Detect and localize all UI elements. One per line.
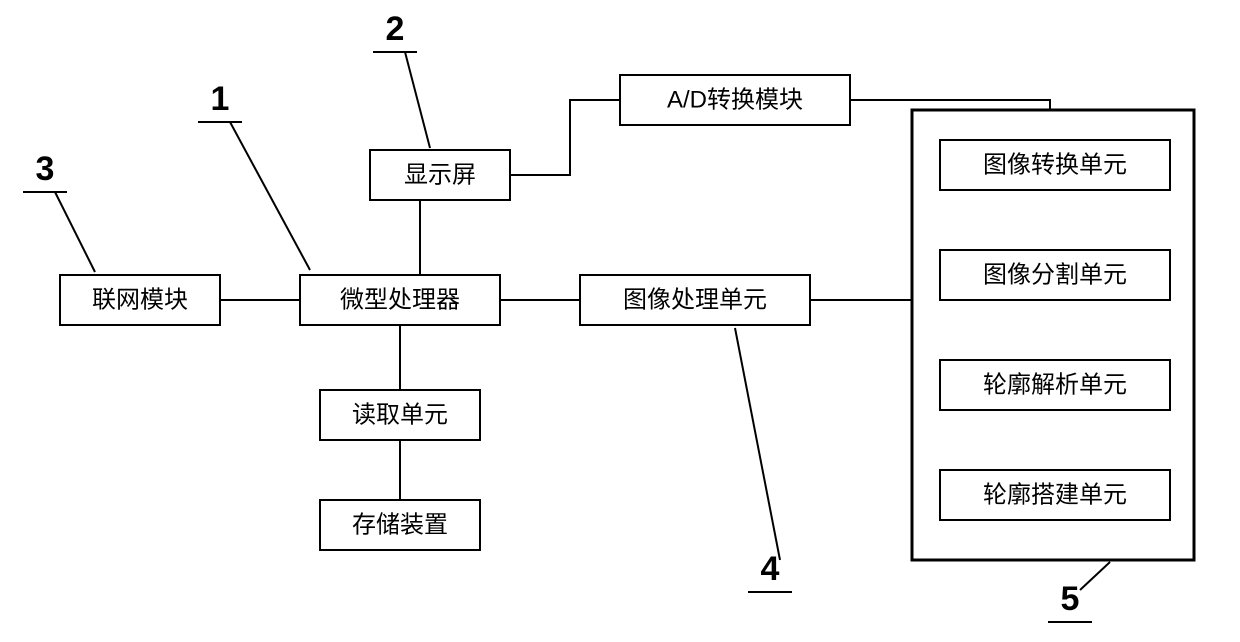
node-label-net: 联网模块 <box>92 286 188 313</box>
callout-line-1 <box>230 122 310 270</box>
node-label-u2: 图像分割单元 <box>983 261 1127 288</box>
callout-num-5: 5 <box>1061 580 1080 618</box>
edge-display-to-ad <box>510 100 620 175</box>
node-label-ipu: 图像处理单元 <box>623 286 767 313</box>
node-label-ad: A/D转换模块 <box>667 86 803 113</box>
callout-num-4: 4 <box>761 550 780 588</box>
node-label-u4: 轮廓搭建单元 <box>983 481 1127 508</box>
node-label-read: 读取单元 <box>352 401 448 428</box>
callout-line-4 <box>735 328 780 560</box>
callout-line-2 <box>405 52 430 148</box>
node-label-u1: 图像转换单元 <box>983 151 1127 178</box>
node-label-u3: 轮廓解析单元 <box>983 371 1127 398</box>
callout-num-2: 2 <box>386 10 405 48</box>
node-label-mcu: 微型处理器 <box>340 286 460 313</box>
node-label-store: 存储装置 <box>352 511 448 538</box>
callout-line-5 <box>1080 562 1110 590</box>
node-label-display: 显示屏 <box>404 161 476 188</box>
callout-line-3 <box>55 192 95 272</box>
callout-num-1: 1 <box>211 80 230 118</box>
callout-num-3: 3 <box>36 150 55 188</box>
